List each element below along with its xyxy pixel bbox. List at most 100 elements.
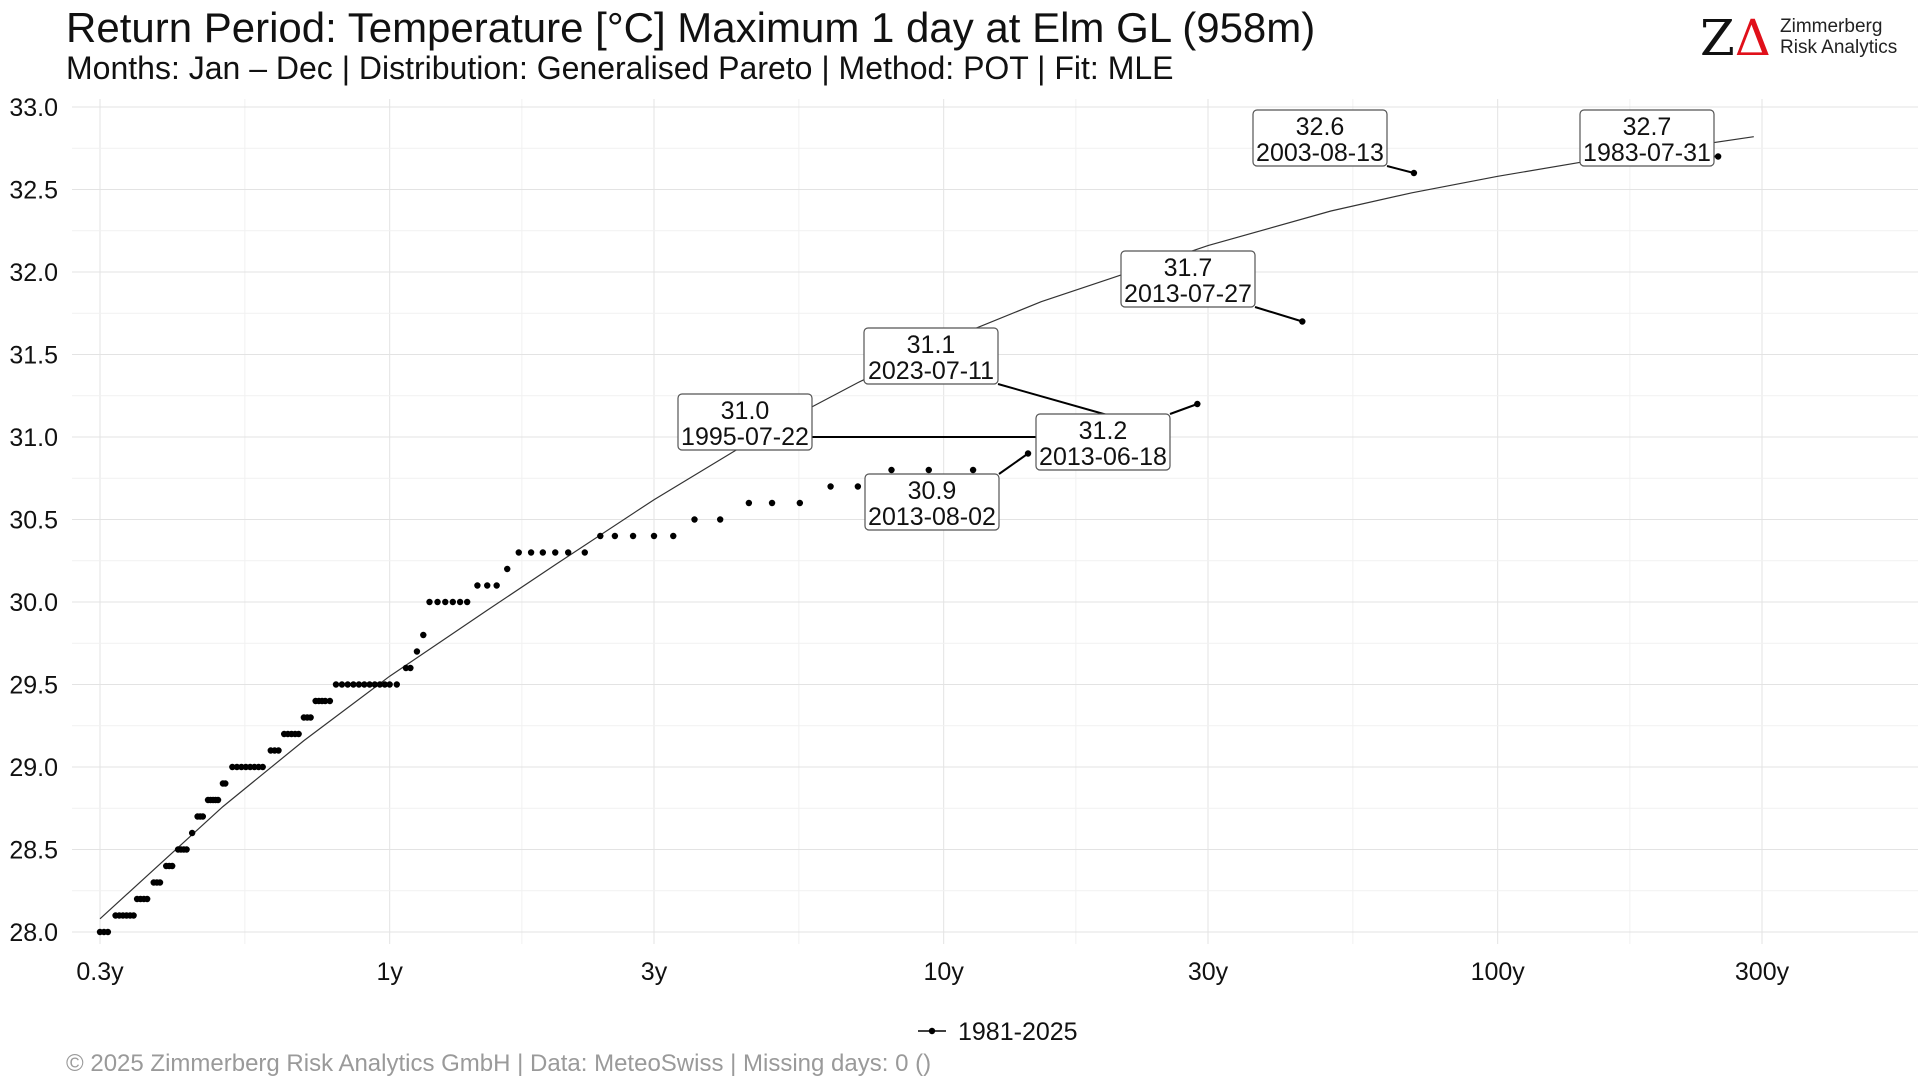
data-point bbox=[413, 648, 421, 655]
data-point bbox=[326, 697, 334, 705]
data-point bbox=[564, 549, 572, 556]
logo-mark: ZΔ bbox=[1700, 12, 1771, 64]
data-point bbox=[515, 549, 522, 556]
data-point bbox=[233, 763, 241, 771]
annotation-value: 32.7 bbox=[1623, 113, 1672, 141]
data-point bbox=[827, 483, 834, 490]
annotation-date: 2013-08-02 bbox=[868, 503, 996, 531]
annotation-date: 1983-07-31 bbox=[1583, 139, 1711, 167]
data-point bbox=[474, 582, 481, 589]
data-point bbox=[238, 763, 245, 771]
annotation-date: 2003-08-13 bbox=[1256, 139, 1384, 167]
y-tick-label: 32.5 bbox=[9, 177, 58, 205]
data-point bbox=[581, 549, 588, 556]
data-point bbox=[350, 681, 357, 688]
y-tick-label: 32.0 bbox=[9, 259, 58, 287]
data-point bbox=[183, 846, 190, 853]
logo-text-line1: Zimmerberg bbox=[1780, 16, 1883, 37]
x-tick-label: 30y bbox=[1188, 958, 1229, 986]
data-point bbox=[322, 697, 329, 705]
data-point bbox=[376, 681, 384, 688]
data-point bbox=[629, 532, 637, 540]
chart-title: Return Period: Temperature [°C] Maximum … bbox=[66, 4, 1316, 51]
data-point bbox=[420, 631, 427, 639]
annotation-value: 31.0 bbox=[721, 397, 770, 425]
y-tick-label: 28.0 bbox=[9, 919, 58, 947]
x-tick-label: 1y bbox=[376, 958, 403, 986]
axes: 0.3y 1y 3y 10y 30y 100y 300y 28.0 28.5 29.0 29.5 30… bbox=[9, 94, 1789, 986]
y-tick-label: 29.0 bbox=[9, 754, 58, 782]
annotation-box bbox=[677, 393, 813, 451]
annotation-value: 30.9 bbox=[908, 477, 957, 505]
data-point bbox=[426, 598, 433, 606]
data-point bbox=[361, 681, 368, 688]
data-point bbox=[407, 664, 414, 672]
logo-mark-delta: Δ bbox=[1734, 9, 1771, 67]
annotation-value: 31.2 bbox=[1079, 417, 1128, 445]
legend-label: 1981-2025 bbox=[958, 1018, 1078, 1046]
legend: 1981-2025 bbox=[918, 1018, 1078, 1046]
data-point bbox=[338, 681, 346, 688]
data-point bbox=[169, 862, 176, 870]
data-point bbox=[484, 582, 491, 589]
annotation-box bbox=[1120, 250, 1256, 308]
annotation-box bbox=[1579, 109, 1715, 167]
data-point bbox=[402, 664, 410, 672]
data-point bbox=[366, 681, 373, 688]
data-point bbox=[259, 763, 266, 771]
x-tick-label: 100y bbox=[1471, 958, 1526, 986]
annotation-value: 31.1 bbox=[907, 331, 956, 359]
y-tick-label: 29.5 bbox=[9, 672, 58, 700]
company-logo: ZΔ Zimmerberg Risk Analytics bbox=[1700, 12, 1910, 64]
y-tick-label: 31.0 bbox=[9, 424, 58, 452]
data-point bbox=[716, 516, 724, 523]
data-point bbox=[222, 780, 229, 787]
y-tick-label: 30.5 bbox=[9, 507, 58, 535]
x-tick-label: 0.3y bbox=[76, 958, 124, 986]
data-point bbox=[745, 499, 753, 507]
data-point bbox=[969, 466, 977, 474]
data-point bbox=[888, 466, 895, 474]
data-point bbox=[434, 598, 441, 606]
annotation-box bbox=[864, 473, 1000, 531]
data-point bbox=[275, 747, 282, 754]
data-point bbox=[381, 681, 389, 688]
chart-subtitle: Months: Jan – Dec | Distribution: Genera… bbox=[66, 50, 1174, 86]
data-point bbox=[768, 499, 776, 507]
data-point bbox=[670, 532, 677, 540]
annotation-date: 1995-07-22 bbox=[681, 423, 809, 451]
x-tick-label: 3y bbox=[641, 958, 668, 986]
annotation-leader bbox=[1254, 306, 1303, 323]
data-point bbox=[295, 730, 302, 738]
data-point bbox=[650, 532, 658, 540]
data-point bbox=[229, 763, 236, 771]
legend-marker bbox=[928, 1027, 936, 1035]
y-tick-label: 31.5 bbox=[9, 342, 58, 370]
y-tick-label: 28.5 bbox=[9, 837, 58, 865]
data-point bbox=[355, 681, 363, 688]
x-tick-label: 10y bbox=[924, 958, 965, 986]
data-point bbox=[539, 549, 547, 556]
data-point bbox=[156, 879, 164, 886]
annotation-date: 2013-06-18 bbox=[1039, 443, 1167, 471]
logo-text: Zimmerberg Risk Analytics bbox=[1780, 16, 1897, 58]
data-point bbox=[611, 532, 619, 540]
data-point bbox=[199, 813, 207, 820]
data-point bbox=[552, 549, 559, 556]
data-point bbox=[143, 895, 151, 903]
data-point bbox=[371, 681, 378, 688]
data-point bbox=[597, 532, 604, 540]
data-point bbox=[214, 796, 222, 804]
logo-mark-z: Z bbox=[1700, 9, 1735, 67]
x-tick-label: 300y bbox=[1735, 958, 1790, 986]
data-point bbox=[332, 681, 340, 688]
data-point bbox=[344, 681, 351, 688]
data-points bbox=[96, 153, 1722, 936]
data-point bbox=[925, 466, 932, 474]
annotation-box bbox=[1252, 109, 1388, 167]
logo-text-line2: Risk Analytics bbox=[1780, 37, 1898, 58]
data-point bbox=[527, 549, 535, 556]
annotation-box bbox=[1035, 413, 1171, 471]
